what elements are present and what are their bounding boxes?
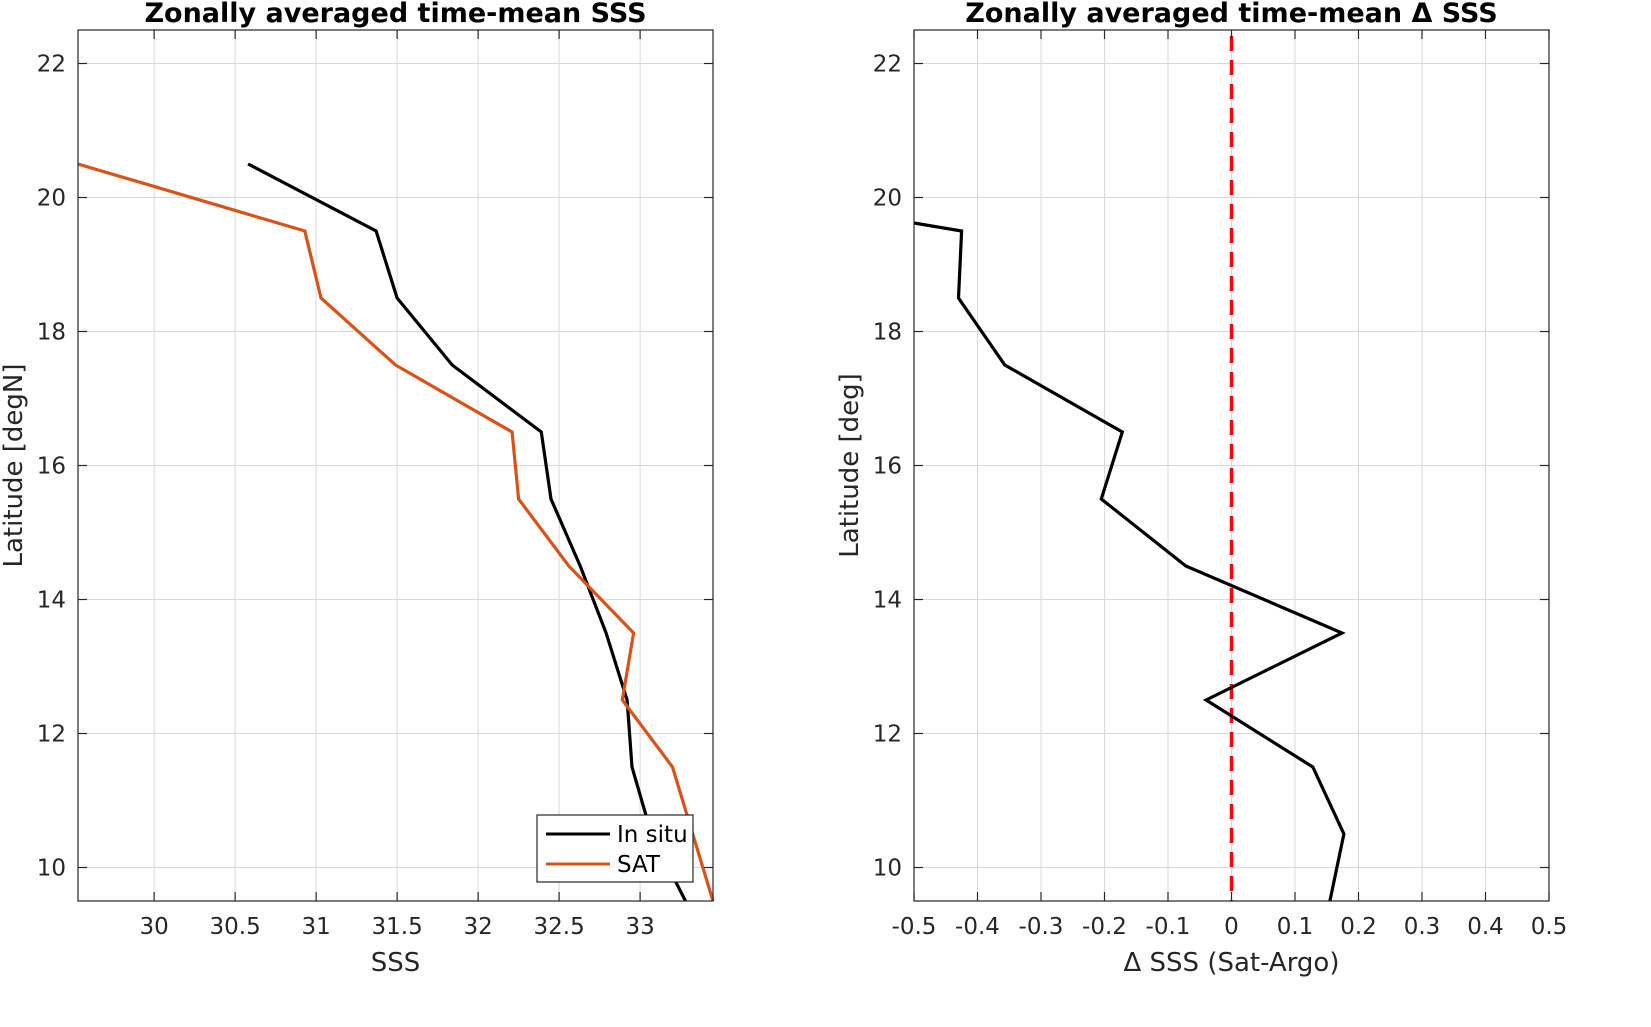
- sss-x-tick-label: 30: [139, 914, 168, 940]
- legend-label-sat: SAT: [617, 852, 661, 878]
- sss-grid: [78, 30, 713, 901]
- delta-sss-x-tick-label: -0.3: [1019, 914, 1064, 940]
- delta-sss-y-tick-label: 18: [873, 320, 902, 346]
- sss-series-line-0: [247, 162, 687, 902]
- sss-x-tick-label: 31: [301, 914, 330, 940]
- delta-sss-x-tick-label: -0.5: [892, 914, 937, 940]
- sss-ticks: 30 30.5 31 31.5 32 32.5 33 10 12 14 16 18 20 22: [37, 30, 713, 940]
- sss-x-tick-label: 33: [625, 914, 654, 940]
- sss-y-tick-label: 18: [37, 320, 66, 346]
- delta-sss-panel: -0.5 -0.4 -0.3 -0.2 -0.1 0 0.1 0.2 0.3 0.4 0.5 10 12…: [835, 0, 1567, 978]
- delta-sss-x-tick-label: 0.5: [1531, 914, 1568, 940]
- delta-sss-x-tick-label: 0.3: [1404, 914, 1441, 940]
- sss-y-axis-label: Latitude [degN]: [0, 363, 29, 567]
- delta-sss-series-line-0: [913, 221, 1346, 902]
- sss-y-tick-label: 22: [37, 52, 66, 78]
- sss-y-tick-label: 10: [37, 856, 66, 882]
- delta-sss-y-tick-label: 20: [873, 186, 902, 212]
- sss-x-tick-label: 32.5: [534, 914, 585, 940]
- sss-chart-title: Zonally averaged time-mean SSS: [144, 0, 646, 29]
- delta-sss-x-axis-label: Δ SSS (Sat-Argo): [1124, 948, 1340, 978]
- delta-sss-x-tick-label: -0.4: [955, 914, 1000, 940]
- sss-x-tick-label: 32: [463, 914, 492, 940]
- delta-sss-chart-title: Zonally averaged time-mean Δ SSS: [965, 0, 1497, 29]
- delta-sss-y-tick-label: 22: [873, 52, 902, 78]
- sss-legend: In situ SAT: [536, 814, 694, 883]
- sss-y-tick-label: 16: [37, 454, 66, 480]
- sss-y-tick-label: 12: [37, 722, 66, 748]
- delta-sss-y-tick-label: 12: [873, 722, 902, 748]
- delta-sss-x-tick-label: 0: [1224, 914, 1239, 940]
- delta-sss-x-tick-label: -0.1: [1146, 914, 1191, 940]
- sss-x-axis-label: SSS: [371, 948, 421, 978]
- delta-sss-y-tick-label: 10: [873, 856, 902, 882]
- legend-label-in-situ: In situ: [617, 822, 688, 848]
- delta-sss-ticks: -0.5 -0.4 -0.3 -0.2 -0.1 0 0.1 0.2 0.3 0.4 0.5 10 12…: [873, 30, 1568, 940]
- sss-y-tick-label: 20: [37, 186, 66, 212]
- sss-y-tick-label: 14: [37, 588, 66, 614]
- legend-box: [536, 814, 694, 883]
- delta-sss-y-tick-label: 16: [873, 454, 902, 480]
- delta-sss-x-tick-label: -0.2: [1082, 914, 1127, 940]
- delta-sss-x-tick-label: 0.4: [1467, 914, 1504, 940]
- sss-x-tick-label: 31.5: [372, 914, 423, 940]
- delta-sss-y-tick-label: 14: [873, 588, 902, 614]
- delta-sss-x-tick-label: 0.1: [1277, 914, 1314, 940]
- sss-panel: 30 30.5 31 31.5 32 32.5 33 10 12 14 16 18 20 22 Zonal…: [0, 0, 715, 978]
- sss-x-tick-label: 30.5: [210, 914, 261, 940]
- delta-sss-x-tick-label: 0.2: [1340, 914, 1377, 940]
- delta-sss-y-axis-label: Latitude [deg]: [835, 373, 865, 558]
